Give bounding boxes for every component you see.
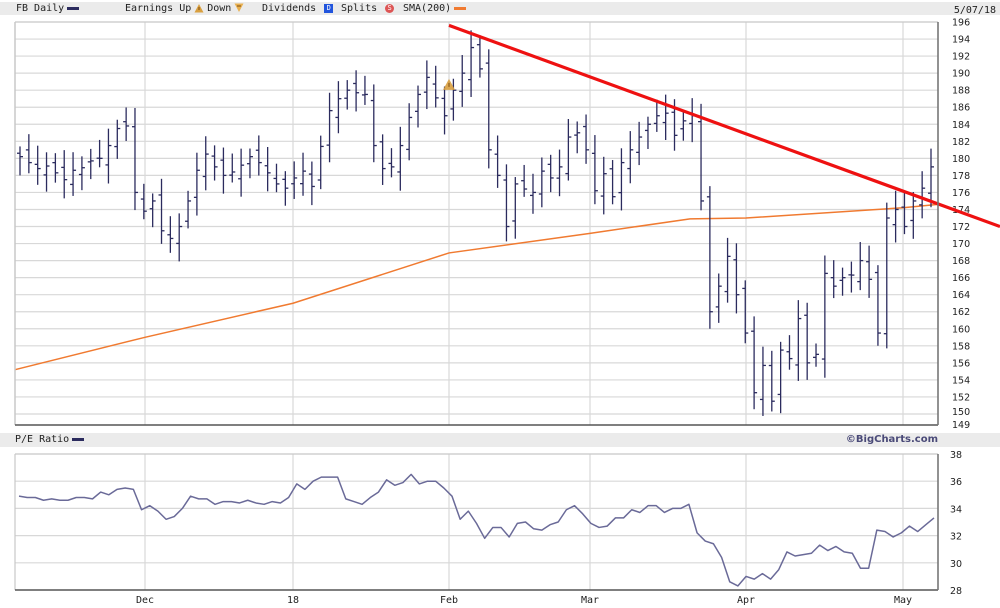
svg-text:182: 182	[952, 137, 970, 148]
legend-earnings: Earnings Up Down	[125, 2, 247, 15]
svg-text:36: 36	[950, 477, 962, 488]
svg-text:Mar: Mar	[581, 595, 599, 606]
svg-text:150: 150	[952, 407, 970, 418]
svg-text:180: 180	[952, 154, 970, 165]
svg-text:196: 196	[952, 18, 970, 29]
svg-text:186: 186	[952, 103, 970, 114]
svg-text:160: 160	[952, 324, 970, 335]
earnings-up-icon	[194, 4, 204, 13]
pe-y-axis: 38 36 34 32 30 28	[950, 450, 962, 597]
svg-text:154: 154	[952, 375, 970, 386]
pe-swatch-icon	[72, 437, 85, 441]
price-y-axis: 196 194 192 190 188 186 184 182 180 178 176 174 172 1…	[952, 18, 970, 432]
svg-text:162: 162	[952, 307, 970, 318]
svg-text:192: 192	[952, 52, 970, 63]
earnings-down-icon	[234, 3, 244, 12]
splits-label: Splits	[341, 3, 378, 14]
svg-text:18: 18	[287, 595, 299, 606]
pe-ratio-line	[18, 473, 935, 587]
sma-200-line	[14, 203, 939, 371]
legend-sma: SMA(200)	[403, 2, 467, 15]
svg-text:Feb: Feb	[440, 595, 458, 606]
svg-text:184: 184	[952, 120, 970, 131]
svg-text:152: 152	[952, 392, 970, 403]
svg-text:149: 149	[952, 420, 970, 431]
svg-text:158: 158	[952, 341, 970, 352]
bigcharts-credit: ©BigCharts.com	[845, 434, 938, 445]
symbol-label: FB Daily	[16, 3, 65, 14]
svg-text:166: 166	[952, 273, 970, 284]
svg-text:34: 34	[950, 504, 962, 515]
pe-panel-frame	[14, 453, 939, 591]
svg-text:194: 194	[952, 35, 970, 46]
svg-text:38: 38	[950, 450, 962, 461]
trendline	[448, 23, 1000, 229]
legend-bar: FB Daily Earnings Up Down Dividends D Spl…	[0, 2, 1000, 16]
x-axis-labels: Dec 18 Feb Mar Apr May	[136, 595, 912, 606]
pe-gridlines	[15, 454, 938, 590]
svg-text:172: 172	[952, 222, 970, 233]
svg-text:32: 32	[950, 532, 962, 543]
svg-text:May: May	[894, 595, 912, 606]
svg-text:190: 190	[952, 69, 970, 80]
price-gridlines	[15, 22, 938, 425]
pe-panel-title: P/E Ratio	[15, 433, 85, 447]
legend-dividends: Dividends D	[262, 2, 334, 15]
svg-text:30: 30	[950, 559, 962, 570]
legend-symbol: FB Daily	[16, 2, 80, 15]
symbol-swatch-icon	[67, 6, 80, 10]
svg-text:Apr: Apr	[737, 595, 755, 606]
sma-swatch-icon	[454, 6, 467, 10]
dividends-label: Dividends	[262, 3, 317, 14]
splits-badge-icon: S	[385, 3, 395, 13]
svg-text:164: 164	[952, 290, 970, 301]
svg-text:188: 188	[952, 86, 970, 97]
earnings-markers	[443, 78, 455, 90]
earnings-label: Earnings	[125, 3, 174, 14]
chart-date: 5/07/18	[953, 5, 996, 16]
earnings-down-label: Down	[207, 3, 232, 14]
svg-text:170: 170	[952, 239, 970, 250]
price-panel-frame	[14, 21, 939, 426]
svg-text:168: 168	[952, 256, 970, 267]
legend-splits: Splits S	[341, 2, 395, 15]
svg-text:Dec: Dec	[136, 595, 154, 606]
sma-label: SMA(200)	[403, 3, 452, 14]
pe-panel-bar: P/E Ratio ©BigCharts.com	[0, 433, 1000, 447]
dividends-badge-icon: D	[324, 3, 334, 13]
svg-text:176: 176	[952, 188, 970, 199]
svg-text:28: 28	[950, 586, 962, 597]
svg-text:174: 174	[952, 205, 970, 216]
price-bars	[17, 30, 934, 416]
earnings-up-label: Up	[179, 3, 192, 14]
svg-text:178: 178	[952, 171, 970, 182]
svg-text:156: 156	[952, 358, 970, 369]
